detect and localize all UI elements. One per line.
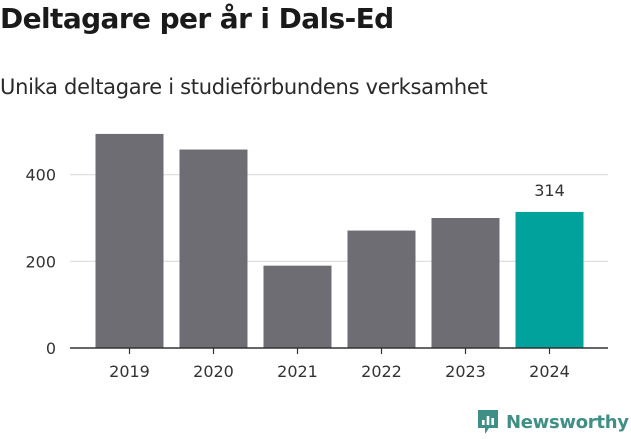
chart-title: Deltagare per år i Dals-Ed	[0, 2, 394, 35]
x-tick-label: 2019	[109, 362, 150, 381]
bar	[179, 149, 248, 348]
chart-subtitle: Unika deltagare i studieförbundens verks…	[0, 75, 488, 99]
y-tick-label: 200	[25, 252, 56, 271]
x-tick-label: 2020	[193, 362, 234, 381]
x-tick-label: 2023	[445, 362, 486, 381]
bar	[347, 230, 416, 348]
x-tick-label: 2022	[361, 362, 402, 381]
x-tick-label: 2024	[529, 362, 570, 381]
x-tick-label: 2021	[277, 362, 318, 381]
brand-name: Newsworthy	[506, 411, 629, 433]
bar	[95, 133, 164, 348]
data-label: 314	[534, 181, 565, 200]
brand-logo: Newsworthy	[476, 408, 629, 436]
newsworthy-logo-icon	[478, 410, 498, 434]
bar	[431, 218, 500, 348]
bar	[263, 265, 332, 348]
bar	[515, 211, 584, 348]
y-tick-label: 400	[25, 166, 56, 185]
y-tick-label: 0	[46, 339, 56, 358]
